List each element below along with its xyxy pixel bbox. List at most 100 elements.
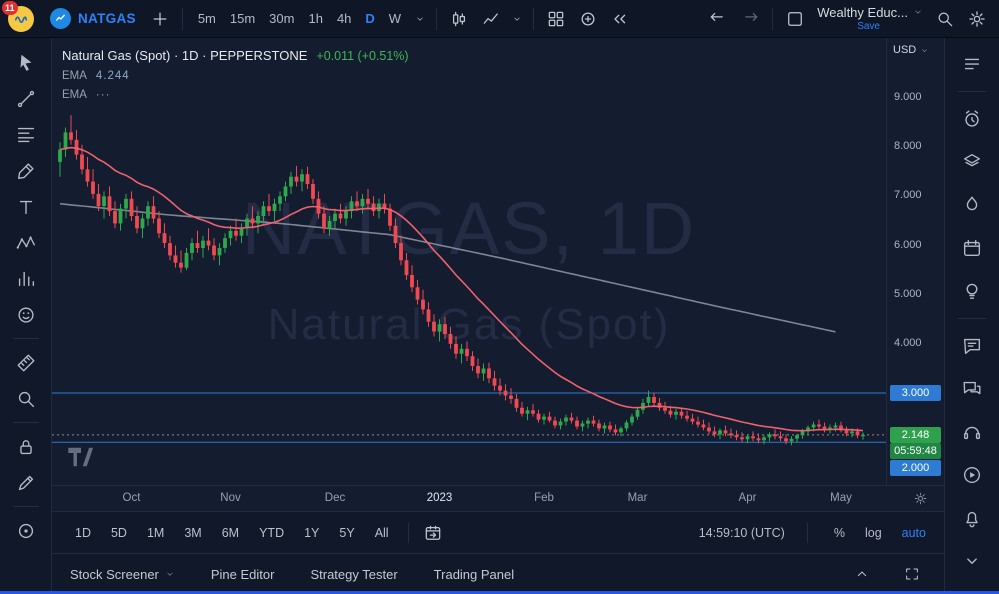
chat-icon[interactable]	[955, 373, 989, 405]
bar-replay-button[interactable]	[606, 4, 634, 34]
tab-stock-screener[interactable]: Stock Screener	[70, 567, 175, 582]
sidebar-divider	[958, 318, 986, 319]
tab-label: Strategy Tester	[310, 566, 398, 582]
layout-button[interactable]	[781, 4, 809, 34]
add-symbol-button[interactable]	[146, 4, 174, 34]
timeframe-menu-chevron[interactable]	[412, 4, 428, 34]
range-button-5y[interactable]: 5Y	[339, 525, 355, 540]
right-sidebar	[944, 38, 999, 594]
range-button-5d[interactable]: 5D	[110, 525, 127, 540]
time-tick-oct: Oct	[122, 492, 141, 504]
price-axis[interactable]: USD 9.000 8.000 7.000 6.000 5.000 4.000 2.148 0…	[886, 38, 944, 485]
time-tick-mar: Mar	[627, 492, 648, 504]
auto-scale-button[interactable]: auto	[901, 525, 926, 540]
percent-scale-button[interactable]: %	[833, 525, 845, 540]
time-axis[interactable]: Oct Nov Dec 2023 Feb Mar Apr May	[52, 485, 944, 511]
lock-drawings-icon[interactable]	[9, 432, 43, 461]
level-price-label[interactable]: 2.000	[890, 459, 941, 476]
symbol-button[interactable]: NATGAS	[44, 6, 142, 31]
indicator-row-ema1[interactable]: EMA 4.244	[62, 70, 409, 82]
undo-button[interactable]	[704, 4, 732, 34]
workspace: NATGAS, 1D Natural Gas (Spot) Natural Ga…	[0, 38, 999, 594]
expand-panel-button[interactable]	[848, 559, 876, 589]
help-icon[interactable]	[955, 416, 989, 448]
goto-date-button[interactable]	[419, 518, 447, 548]
notification-badge: 11	[2, 0, 18, 15]
compare-button[interactable]	[542, 4, 570, 34]
range-button-3m[interactable]: 3M	[184, 525, 202, 540]
timeframe-5m[interactable]: 5m	[197, 11, 216, 26]
timeframe-4h[interactable]: 4h	[336, 11, 352, 26]
hide-marks-icon[interactable]	[9, 516, 43, 545]
range-button-1d[interactable]: 1D	[75, 525, 91, 540]
edit-drawings-icon[interactable]	[9, 468, 43, 497]
more-icon[interactable]	[955, 545, 989, 577]
log-scale-button[interactable]: log	[864, 525, 882, 540]
measure-icon[interactable]	[9, 348, 43, 377]
layout-name-button[interactable]: Wealthy Educ... Save	[817, 6, 923, 32]
range-button-ytd[interactable]: YTD	[259, 525, 285, 540]
object-tree-icon[interactable]	[955, 146, 989, 178]
candle-style-button[interactable]	[445, 4, 473, 34]
fullscreen-button[interactable]	[898, 559, 926, 589]
chart-style-button[interactable]	[477, 4, 505, 34]
currency-button[interactable]: USD	[893, 44, 929, 56]
chart-pane[interactable]: NATGAS, 1D Natural Gas (Spot) Natural Ga…	[52, 38, 944, 485]
notifications-icon[interactable]	[955, 502, 989, 534]
timeframe-D[interactable]: D	[365, 11, 375, 26]
trend-line-icon[interactable]	[9, 84, 43, 113]
axis-settings-icon[interactable]	[913, 491, 928, 509]
search-button[interactable]	[931, 4, 959, 34]
range-button-all[interactable]: All	[374, 525, 389, 540]
redo-button[interactable]	[736, 4, 764, 34]
save-button[interactable]: Save	[857, 20, 880, 32]
create-alert-button[interactable]	[574, 4, 602, 34]
toolbar-separator	[806, 522, 808, 543]
ideas-icon[interactable]	[955, 275, 989, 307]
price-change: +0.011 (+0.51%)	[316, 49, 409, 63]
clock[interactable]: 14:59:10 (UTC)	[698, 525, 785, 540]
tab-strategy-tester[interactable]: Strategy Tester	[310, 567, 397, 582]
toolbar-separator	[533, 7, 535, 30]
bottom-accent-bar	[0, 591, 999, 594]
tab-label: Pine Editor	[210, 566, 275, 582]
alerts-icon[interactable]	[955, 103, 989, 135]
candlestick-chart[interactable]	[52, 38, 886, 485]
zoom-icon[interactable]	[9, 384, 43, 413]
timeframe-30m[interactable]: 30m	[269, 11, 295, 26]
price-tick: 6.000	[894, 238, 922, 251]
fib-retracement-icon[interactable]	[9, 120, 43, 149]
cursor-icon[interactable]	[9, 48, 43, 77]
timeframe-1h[interactable]: 1h	[308, 11, 323, 26]
range-button-1m[interactable]: 1M	[146, 525, 165, 540]
calendar-icon[interactable]	[955, 232, 989, 264]
tab-trading-panel[interactable]: Trading Panel	[434, 567, 514, 582]
tab-pine-editor[interactable]: Pine Editor	[211, 567, 275, 582]
forecast-icon[interactable]	[9, 264, 43, 293]
settings-button[interactable]	[963, 4, 991, 34]
video-tutorials-icon[interactable]	[955, 459, 989, 491]
brush-icon[interactable]	[9, 156, 43, 185]
timeframe-W[interactable]: W	[388, 11, 402, 26]
timeframe-15m[interactable]: 15m	[229, 11, 256, 26]
range-button-1y[interactable]: 1Y	[304, 525, 320, 540]
price-tick: 9.000	[894, 90, 922, 103]
indicator-row-ema2[interactable]: EMA ···	[62, 89, 409, 101]
tradingview-logo[interactable]	[66, 442, 96, 475]
chart-title[interactable]: Natural Gas (Spot) · 1D · PEPPERSTONE	[62, 48, 308, 63]
price-tick: 4.000	[894, 336, 922, 349]
tab-label: Trading Panel	[433, 566, 515, 582]
emoji-icon[interactable]	[9, 300, 43, 329]
time-tick-2023: 2023	[426, 492, 453, 504]
text-icon[interactable]	[9, 192, 43, 221]
chart-style-chevron[interactable]	[509, 4, 525, 34]
watchlist-icon[interactable]	[955, 48, 989, 80]
range-button-6m[interactable]: 6M	[221, 525, 240, 540]
level-price-label[interactable]: 3.000	[890, 385, 941, 402]
account-menu-button[interactable]: 11	[2, 0, 36, 34]
public-chats-icon[interactable]	[955, 330, 989, 362]
hotlists-icon[interactable]	[955, 189, 989, 221]
last-price-label[interactable]: 2.148	[890, 426, 941, 443]
xabcd-pattern-icon[interactable]	[9, 228, 43, 257]
